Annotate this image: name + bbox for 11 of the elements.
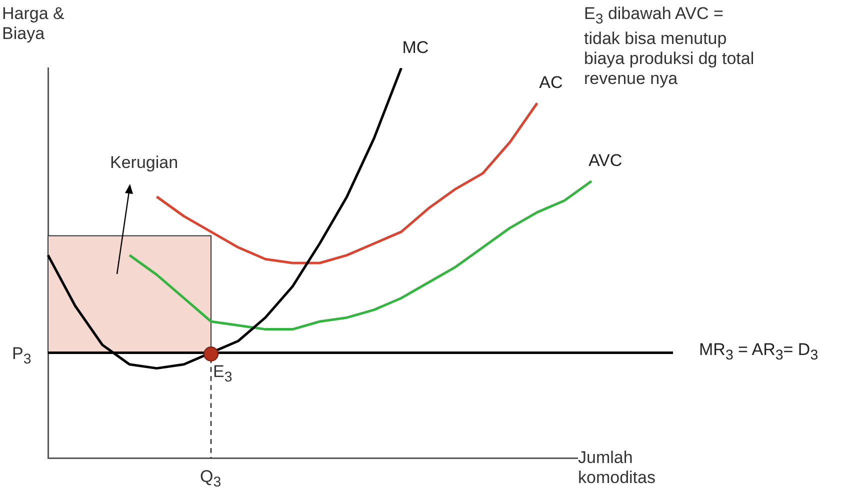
x-axis-title: Jumlah komoditas bbox=[578, 448, 678, 488]
series-label: MC bbox=[402, 38, 429, 58]
annotation: E$_{3}$ dibawah AVC = tidak bisa menutup biaya produksi dg total revenue nya bbox=[584, 4, 756, 90]
series-label: MR$_{3}$ = AR$_{3}$= D$_{3}$ bbox=[699, 340, 818, 366]
series-label: AC bbox=[539, 73, 563, 94]
series-label: AVC bbox=[588, 151, 622, 172]
text: Q$_{3}$ bbox=[200, 467, 222, 492]
y-axis-title: Harga & Biaya bbox=[2, 4, 66, 44]
text: P$_{3}$ bbox=[12, 344, 32, 370]
band-label: Kerugian bbox=[110, 153, 178, 173]
annotation: E$_{3}$ bbox=[213, 362, 232, 388]
